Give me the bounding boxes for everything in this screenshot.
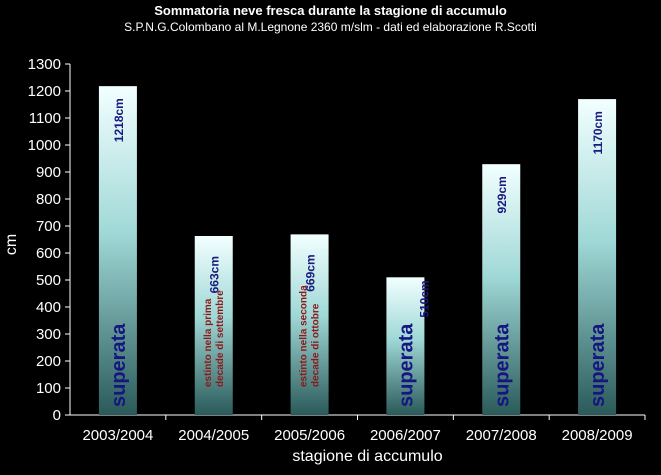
bar-annotation: estinto nella prima xyxy=(203,298,214,387)
y-tick-label: 400 xyxy=(36,299,61,316)
y-tick-label: 100 xyxy=(36,380,61,397)
bar-annotation: superata xyxy=(108,323,130,407)
y-tick-label: 700 xyxy=(36,218,61,235)
bar xyxy=(578,99,617,415)
y-tick-label: 600 xyxy=(36,245,61,262)
bar xyxy=(98,86,137,415)
x-tick-label: 2006/2007 xyxy=(370,427,441,444)
bar-annotation: superata xyxy=(395,323,417,407)
data-label: 510cm xyxy=(417,280,431,317)
x-tick-label: 2007/2008 xyxy=(466,427,537,444)
x-axis-label: stagione di accumulo xyxy=(292,448,442,465)
bar xyxy=(194,235,233,415)
y-tick-label: 1300 xyxy=(28,56,61,73)
y-tick-label: 800 xyxy=(36,191,61,208)
x-tick-label: 2003/2004 xyxy=(82,427,153,444)
bar xyxy=(482,164,521,415)
y-tick-label: 500 xyxy=(36,272,61,289)
chart-title: Sommatoria neve fresca durante la stagio… xyxy=(154,3,507,18)
y-tick-label: 1000 xyxy=(28,137,61,154)
data-label: 669cm xyxy=(304,254,318,291)
data-label: 663cm xyxy=(208,256,222,293)
bar-annotation: estinto nella seconda xyxy=(299,285,310,387)
bar-annotation: superata xyxy=(587,323,609,407)
x-tick-label: 2005/2006 xyxy=(274,427,345,444)
y-tick-label: 0 xyxy=(53,407,61,424)
y-tick-label: 300 xyxy=(36,326,61,343)
y-tick-label: 1100 xyxy=(29,110,61,127)
data-label: 1170cm xyxy=(591,111,605,154)
bar-annotation: superata xyxy=(491,323,513,407)
bar-annotation: decade di ottobre xyxy=(311,303,322,387)
bar xyxy=(290,234,329,415)
y-tick-label: 1200 xyxy=(28,83,61,100)
x-tick-label: 2008/2009 xyxy=(562,427,633,444)
bar xyxy=(386,277,425,415)
data-label: 929cm xyxy=(495,176,509,213)
data-label: 1218cm xyxy=(112,98,126,142)
y-tick-label: 200 xyxy=(36,353,61,370)
bar-annotation: decade di settembre xyxy=(215,290,226,387)
y-tick-label: 900 xyxy=(36,164,61,181)
y-axis-label: cm xyxy=(3,234,20,255)
chart-subtitle: S.P.N.G.Colombano al M.Legnone 2360 m/sl… xyxy=(124,20,537,34)
x-tick-label: 2004/2005 xyxy=(178,427,249,444)
